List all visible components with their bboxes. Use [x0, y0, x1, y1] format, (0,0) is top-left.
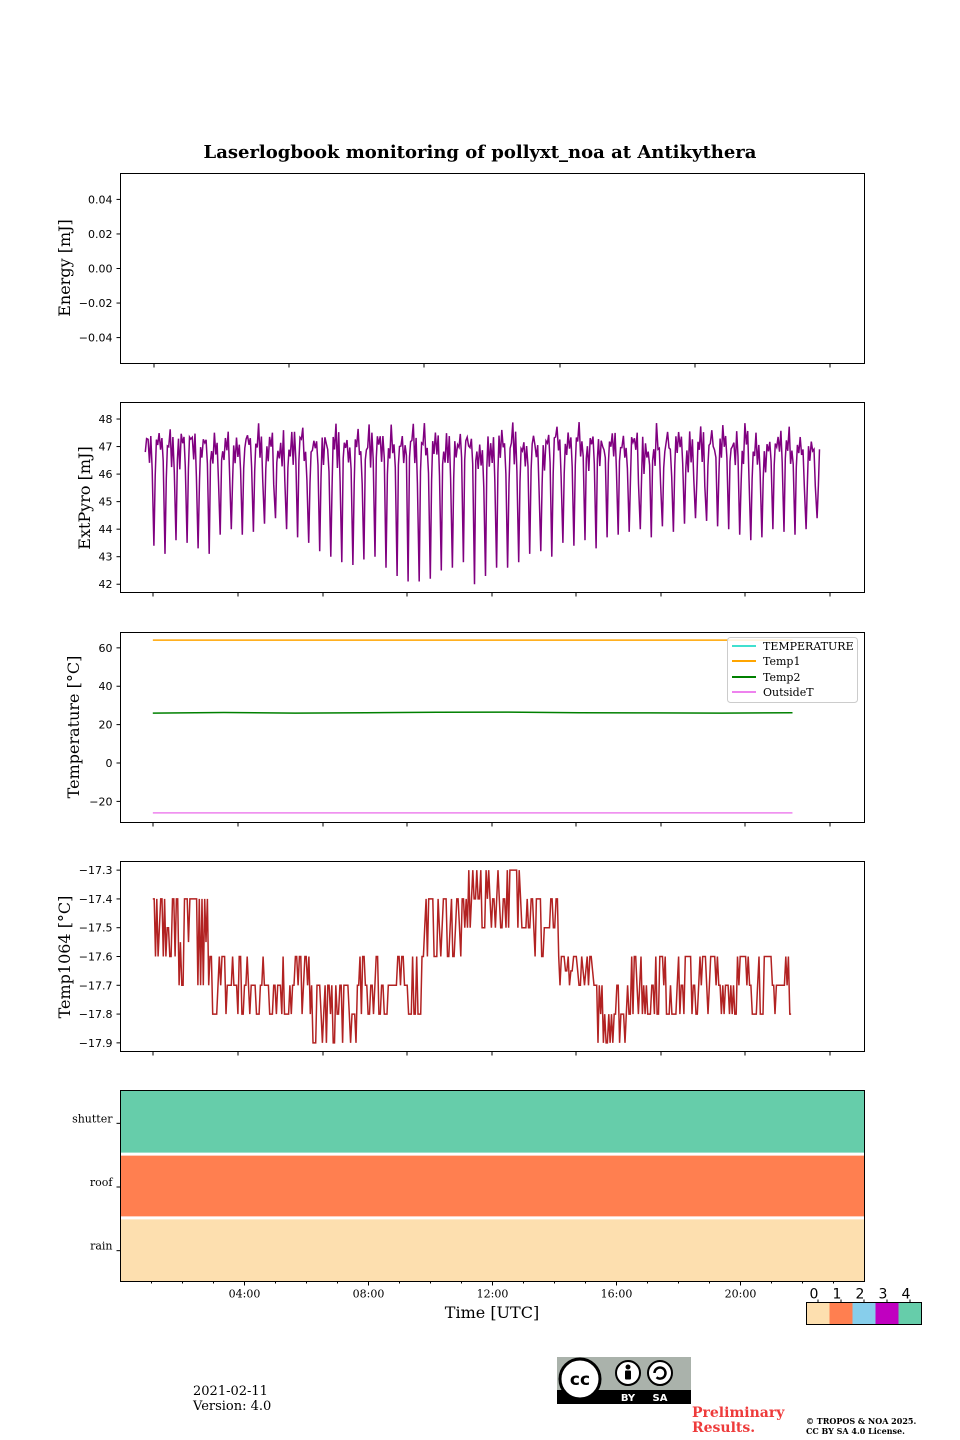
ytick-label: −17.9 — [79, 1037, 113, 1050]
copyright-line-2: CC BY SA 4.0 License. — [806, 1426, 905, 1436]
cc-by-sa-badge: cc BY SA — [557, 1357, 691, 1404]
chart-title: Laserlogbook monitoring of pollyxt_noa a… — [204, 142, 757, 163]
ytick-label: 48 — [99, 413, 113, 426]
extpyro-ylabel: ExtPyro [mJ] — [75, 446, 94, 549]
temp1064-series-line — [152, 869, 792, 1044]
energy-xticks — [153, 363, 831, 368]
temp1064-ylabel: Temp1064 [°C] — [55, 896, 74, 1019]
ytick-label: −17.5 — [79, 922, 113, 935]
ytick-label: −0.04 — [79, 332, 113, 345]
legend-label-temp1: Temp1 — [763, 655, 800, 668]
temp2-series-line — [152, 711, 793, 714]
temperature-ylabel: Temperature [°C] — [64, 656, 83, 799]
temp1064-xticks — [152, 1051, 831, 1056]
ytick-label: −17.8 — [79, 1008, 113, 1021]
extpyro-yticks: 48 47 46 45 44 43 42 — [99, 413, 121, 591]
ytick-label: 40 — [99, 680, 113, 693]
footer-date: 2021-02-11 — [193, 1384, 268, 1399]
temperature-yticks: 60 40 20 0 −20 — [89, 642, 121, 808]
status-row-shutter — [120, 1090, 865, 1155]
colorbar-tick-label: 1 — [833, 1287, 842, 1303]
ytick-label: 60 — [99, 642, 113, 655]
colorbar-swatch — [852, 1302, 876, 1325]
ytick-label: −17.7 — [79, 979, 113, 992]
legend-label-outsidet: OutsideT — [763, 686, 814, 699]
colorbar-tick-label: 4 — [902, 1287, 911, 1303]
extpyro-panel: ExtPyro [mJ] 48 47 46 45 44 43 42 — [75, 402, 865, 597]
cc-icon — [558, 1357, 602, 1401]
status-row-label: roof — [90, 1176, 114, 1189]
colorbar-swatch — [829, 1302, 853, 1325]
preliminary-line-2: Results. — [692, 1420, 756, 1436]
ytick-label: 42 — [99, 578, 113, 591]
xtick-label: 12:00 — [477, 1288, 509, 1301]
colorbar-tick-label: 0 — [810, 1287, 819, 1303]
status-xticks: 04:00 08:00 12:00 16:00 20:00 — [151, 1281, 834, 1301]
x-axis-label: Time [UTC] — [445, 1303, 539, 1322]
energy-panel: Energy [mJ] 0.04 0.02 0.00 −0.02 −0.04 — [55, 173, 865, 368]
status-yticks: shutter roof rain — [72, 1112, 121, 1253]
extpyro-series-line — [144, 422, 821, 585]
legend-label-temp2: Temp2 — [763, 671, 800, 684]
ytick-label: −17.6 — [79, 951, 113, 964]
sa-icon — [647, 1360, 673, 1386]
copyright-line-1: © TROPOS & NOA 2025. — [806, 1416, 917, 1426]
ytick-label: 0.00 — [88, 263, 113, 276]
sa-label: SA — [653, 1393, 668, 1404]
copyright-note: © TROPOS & NOA 2025. CC BY SA 4.0 Licens… — [806, 1416, 916, 1436]
xtick-label: 08:00 — [353, 1288, 385, 1301]
temperature-panel: Temperature [°C] 60 40 20 0 −20 TEMPERATURE … — [64, 632, 865, 827]
temp1064-yticks: −17.3 −17.4 −17.5 −17.6 −17.7 −17.8 −17.9 — [79, 864, 121, 1050]
colorbar-swatch — [806, 1302, 830, 1325]
ytick-label: −17.4 — [79, 893, 113, 906]
status-row-label: rain — [90, 1240, 112, 1253]
xtick-label: 20:00 — [725, 1288, 757, 1301]
status-row-rain — [120, 1217, 865, 1282]
ytick-label: −0.02 — [79, 297, 113, 310]
ytick-label: 43 — [99, 551, 113, 564]
footer-version: Version: 4.0 — [193, 1399, 272, 1414]
ytick-label: 46 — [99, 468, 113, 481]
footer-info: 2021-02-11 Version: 4.0 — [193, 1384, 271, 1414]
energy-axes-frame — [120, 173, 865, 364]
xtick-label: 16:00 — [601, 1288, 633, 1301]
sa-arrow-icon — [653, 1366, 667, 1380]
preliminary-note: Preliminary Results. — [692, 1406, 784, 1436]
by-label: BY — [621, 1393, 636, 1404]
cc-icon-glyph: cc — [570, 1370, 590, 1390]
ytick-label: −20 — [89, 795, 112, 808]
xtick-label: 04:00 — [229, 1288, 261, 1301]
status-row-roof — [120, 1154, 865, 1218]
by-person-head — [625, 1364, 631, 1370]
legend-label-temperature: TEMPERATURE — [763, 640, 854, 653]
ytick-label: 20 — [99, 719, 113, 732]
colorbar-swatch — [875, 1302, 899, 1325]
ytick-label: 45 — [99, 496, 113, 509]
energy-yticks: 0.04 0.02 0.00 −0.02 −0.04 — [79, 193, 121, 345]
colorbar-swatch — [898, 1302, 922, 1325]
temp1064-panel: Temp1064 [°C] −17.3−17.4−17.5−17.6−17.7−… — [55, 861, 865, 1056]
temperature-xticks — [152, 822, 831, 827]
temperature-legend: TEMPERATURE Temp1 Temp2 OutsideT — [727, 637, 858, 703]
ytick-label: −17.3 — [79, 864, 113, 877]
ytick-label: 44 — [99, 523, 113, 536]
legend-box — [727, 637, 858, 703]
preliminary-line-1: Preliminary — [692, 1405, 785, 1421]
by-person-body — [625, 1370, 631, 1380]
extpyro-xticks — [152, 592, 831, 597]
colorbar-tick-label: 2 — [856, 1287, 865, 1303]
status-row-label: shutter — [72, 1112, 113, 1125]
colorbar-tick-label: 3 — [879, 1287, 888, 1303]
status-panel: shutter roof rain 04:00 08:00 12:00 16:00 20:0… — [72, 1090, 865, 1322]
ytick-label: 0.04 — [88, 193, 113, 206]
ytick-label: 0.02 — [88, 228, 113, 241]
ytick-label: 47 — [99, 441, 113, 454]
energy-ylabel: Energy [mJ] — [55, 219, 74, 317]
status-rows — [120, 1090, 865, 1282]
ytick-label: 0 — [106, 757, 113, 770]
